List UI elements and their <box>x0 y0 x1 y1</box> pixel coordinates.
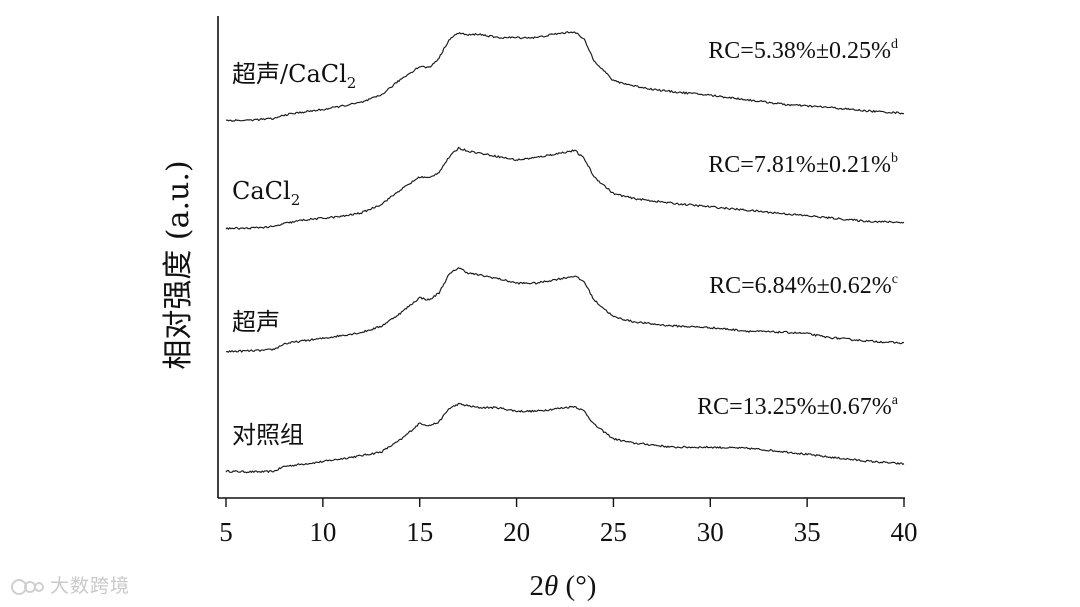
series-label-1: 对照组 <box>232 421 304 449</box>
x-tick-label-40: 40 <box>891 517 918 547</box>
x-tick-label-5: 5 <box>219 517 233 547</box>
series-line-3 <box>225 146 905 230</box>
x-tick-label-30: 30 <box>697 517 724 547</box>
x-tick-label-25: 25 <box>600 517 627 547</box>
rc-annotation-2: RC=6.84%±0.62%c <box>709 272 898 299</box>
x-tick-label-10: 10 <box>309 517 336 547</box>
series-label-3: CaCl2 <box>232 177 300 209</box>
series-line-1 <box>225 402 905 474</box>
series-label-2: 超声 <box>232 308 280 336</box>
trace-layer <box>225 31 905 474</box>
series-line-2 <box>225 267 905 353</box>
x-axis-label: 2θ (°) <box>530 570 597 602</box>
series-line-4 <box>225 31 905 122</box>
rc-annotation-3: RC=7.81%±0.21%b <box>708 151 898 178</box>
series-label-layer: 对照组 RC=13.25%±0.67%a 超声 RC=6.84%±0.62%c CaCl… <box>232 37 899 449</box>
gear-logo-icon <box>11 578 44 595</box>
y-axis-label: 相对强度 (a.u.) <box>161 160 196 369</box>
watermark: 大数跨境 <box>10 571 130 598</box>
watermark-text: 大数跨境 <box>50 575 131 597</box>
rc-annotation-1: RC=13.25%±0.67%a <box>697 393 899 420</box>
series-label-4: 超声/CaCl2 <box>232 60 356 92</box>
x-tick-label-15: 15 <box>406 517 433 547</box>
x-tick-label-35: 35 <box>794 517 821 547</box>
x-tick-layer: 5 10 15 20 25 30 35 40 <box>219 498 918 547</box>
x-tick-label-20: 20 <box>503 517 530 547</box>
rc-annotation-4: RC=5.38%±0.25%d <box>708 37 898 64</box>
